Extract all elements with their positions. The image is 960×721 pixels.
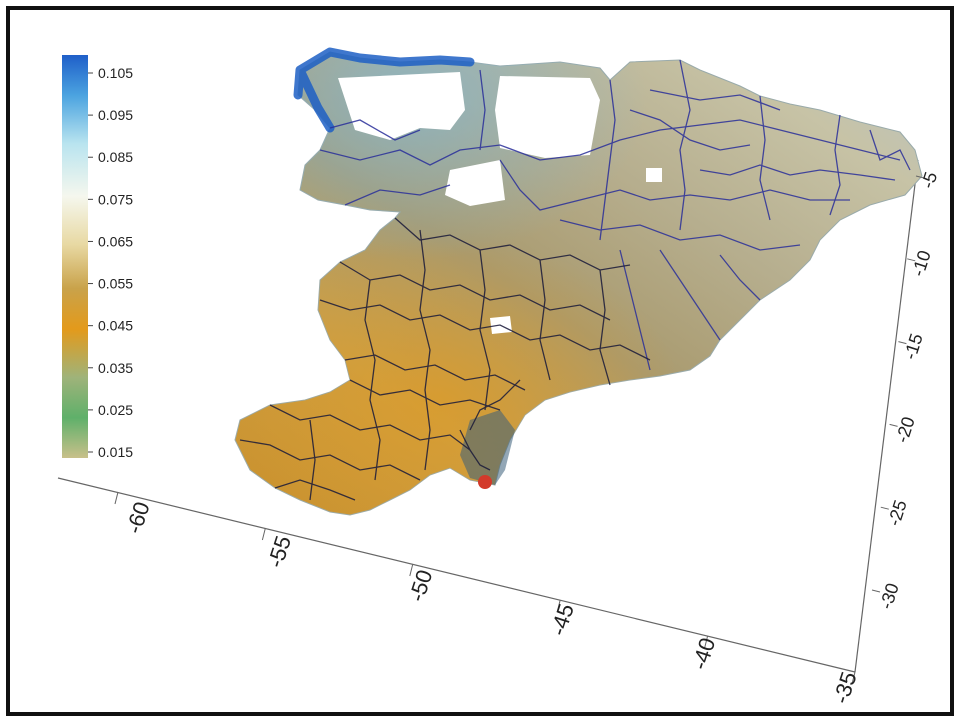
- red-hotspot: [478, 475, 492, 489]
- x-tick-label: -50: [404, 567, 438, 605]
- boundary-lines-north: [319, 59, 911, 371]
- y-tick-mark: [915, 175, 925, 179]
- hole-small: [646, 168, 662, 182]
- x-tick-mark: [114, 491, 119, 505]
- y-axis-ticks: -5 -10 -15 -20 -25 -30: [871, 169, 941, 612]
- x-tick-mark: [704, 635, 709, 649]
- y-tick-mark: [889, 423, 898, 427]
- colorbar-label: 0.035: [98, 360, 133, 376]
- x-tick-mark: [851, 671, 856, 685]
- south-coast-zone: [460, 410, 515, 485]
- x-tick-label: -35: [828, 669, 862, 707]
- y-tick-label: -10: [908, 248, 935, 279]
- colorbar-label: 0.075: [98, 191, 133, 207]
- colorbar-label: 0.045: [98, 318, 133, 334]
- y-tick-label: -20: [892, 414, 919, 445]
- colorbar-ticks: 0.105 0.095 0.085 0.075 0.065 0.055 0.045 0.035…: [88, 65, 133, 460]
- x-tick-label: -60: [121, 499, 155, 537]
- y-tick-mark: [898, 341, 907, 345]
- boundary-lines-south: [239, 217, 651, 501]
- x-tick-mark: [556, 599, 561, 613]
- y-axis-line: [854, 159, 919, 673]
- colorbar-label: 0.085: [98, 149, 133, 165]
- x-tick-mark: [261, 527, 266, 541]
- region-map: [234, 47, 923, 516]
- colorbar-label: 0.095: [98, 107, 133, 123]
- hole-center: [445, 160, 505, 206]
- y-tick-label: -5: [917, 169, 941, 190]
- y-tick-label: -25: [884, 497, 911, 528]
- y-tick-label: -30: [876, 581, 903, 612]
- y-tick-mark: [907, 258, 916, 262]
- x-axis-line: [57, 477, 856, 673]
- colorbar: 0.105 0.095 0.085 0.075 0.065 0.055 0.045 0.035…: [62, 55, 133, 460]
- hole-north-right: [495, 76, 600, 158]
- colorbar-gradient: [62, 55, 88, 458]
- axes: [57, 159, 919, 673]
- colorbar-label: 0.025: [98, 402, 133, 418]
- x-axis-ticks: -60 -55 -50 -45 -40 -35: [114, 491, 862, 707]
- x-tick-label: -55: [262, 533, 296, 571]
- x-tick-mark: [409, 563, 414, 577]
- hole-north-left: [338, 72, 465, 140]
- x-tick-label: -45: [545, 601, 579, 639]
- x-tick-label: -40: [687, 635, 721, 673]
- colorbar-label: 0.065: [98, 233, 133, 249]
- north-blue-edge: [293, 47, 475, 133]
- colorbar-label: 0.015: [98, 444, 133, 460]
- y-tick-mark: [871, 589, 881, 593]
- y-tick-mark: [880, 506, 889, 510]
- y-tick-label: -15: [900, 331, 927, 362]
- colorbar-label: 0.055: [98, 276, 133, 292]
- colorbar-label: 0.105: [98, 65, 133, 81]
